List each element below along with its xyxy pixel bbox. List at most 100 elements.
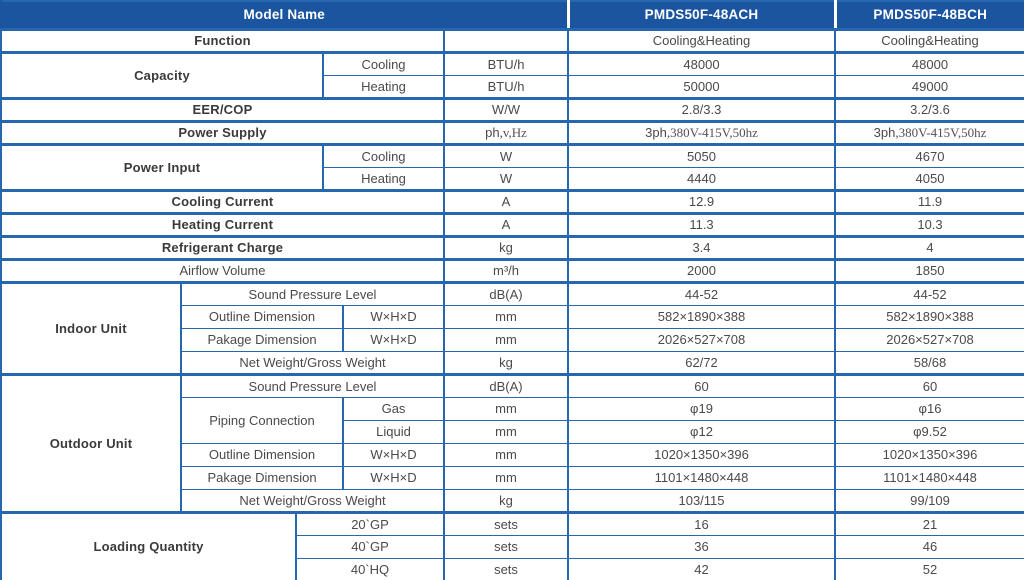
power-input-heating-label: Heating <box>322 167 445 192</box>
piping-liquid-unit: mm <box>443 420 569 444</box>
refrigerant-charge-value-b: 4 <box>834 236 1024 261</box>
outdoor-sound-pressure-row: Outdoor Unit Sound Pressure Level dB(A) … <box>0 374 1024 514</box>
airflow-volume-unit: m³/h <box>443 259 569 284</box>
piping-liquid-value-a: φ12 <box>567 420 836 444</box>
power-supply-value-a-serif: ,380V-415V,50hz <box>666 124 758 140</box>
capacity-cooling-value-b: 48000 <box>834 52 1024 76</box>
outdoor-outline-dimension-sub: W×H×D <box>342 443 445 467</box>
indoor-pakage-dimension-sub: W×H×D <box>342 328 445 352</box>
indoor-sound-pressure-row: Indoor Unit Sound Pressure Level dB(A) 4… <box>0 282 1024 376</box>
indoor-net-weight-value-b: 58/68 <box>834 351 1024 376</box>
piping-liquid-label: Liquid <box>342 420 445 444</box>
loading-20gp-value-b: 21 <box>834 512 1024 536</box>
function-value-b: Cooling&Heating <box>834 29 1024 54</box>
piping-gas-label: Gas <box>342 397 445 421</box>
outdoor-outline-dimension-value-a: 1020×1350×396 <box>567 443 836 467</box>
eer-cop-row: EER/COP W/W 2.8/3.3 3.2/3.6 <box>0 98 1024 123</box>
airflow-volume-label: Airflow Volume <box>0 259 445 284</box>
capacity-cooling-value-a: 48000 <box>567 52 836 76</box>
outdoor-net-weight-value-b: 99/109 <box>834 489 1024 514</box>
heating-current-label: Heating Current <box>0 213 445 238</box>
piping-gas-value-b: φ16 <box>834 397 1024 421</box>
indoor-pakage-dimension-value-b: 2026×527×708 <box>834 328 1024 352</box>
loading-20gp-label: 20`GP <box>295 512 445 536</box>
piping-liquid-value-b: φ9.52 <box>834 420 1024 444</box>
loading-20gp-value-a: 16 <box>567 512 836 536</box>
indoor-outline-dimension-value-a: 582×1890×388 <box>567 305 836 329</box>
eer-cop-value-a: 2.8/3.3 <box>567 98 836 123</box>
power-input-heating-row: Heating W 4440 4050 <box>1 167 1024 192</box>
indoor-outline-dimension-sub: W×H×D <box>342 305 445 329</box>
heating-current-row: Heating Current A 11.3 10.3 <box>0 213 1024 238</box>
refrigerant-charge-unit: kg <box>443 236 569 261</box>
loading-20gp-row: Loading Quantity 20`GP sets 16 21 <box>0 512 1024 580</box>
power-supply-unit-sans: ph <box>485 124 500 140</box>
refrigerant-charge-value-a: 3.4 <box>567 236 836 261</box>
outdoor-pakage-dimension-unit: mm <box>443 466 569 490</box>
outdoor-pakage-dimension-value-b: 1101×1480×448 <box>834 466 1024 490</box>
loading-20gp-unit: sets <box>443 512 569 536</box>
power-input-cooling-label: Cooling <box>322 144 445 168</box>
piping-gas-value-a: φ19 <box>567 397 836 421</box>
power-supply-unit: ph,v,Hz <box>443 121 569 146</box>
power-supply-value-b-serif: ,380V-415V,50hz <box>895 124 987 140</box>
power-input-label: Power Input <box>0 144 324 192</box>
outdoor-net-weight-label: Net Weight/Gross Weight <box>180 489 445 514</box>
indoor-sound-pressure-value-a: 44-52 <box>567 282 836 306</box>
airflow-volume-value-a: 2000 <box>567 259 836 284</box>
cooling-current-label: Cooling Current <box>0 190 445 215</box>
outdoor-sound-pressure-value-a: 60 <box>567 374 836 398</box>
indoor-pakage-dimension-value-a: 2026×527×708 <box>567 328 836 352</box>
indoor-outline-dimension-label: Outline Dimension <box>180 305 344 329</box>
loading-40hq-label: 40`HQ <box>295 558 445 580</box>
piping-gas-row: Piping Connection Gas mm φ19 φ16 <box>1 397 1024 444</box>
outdoor-pakage-dimension-row: Pakage Dimension W×H×D mm 1101×1480×448 … <box>1 466 1024 490</box>
indoor-net-weight-value-a: 62/72 <box>567 351 836 376</box>
capacity-heating-value-a: 50000 <box>567 75 836 100</box>
table-header-row: Model Name PMDS50F-48ACH PMDS50F-48BCH <box>0 1 1024 31</box>
capacity-heating-row: Heating BTU/h 50000 49000 <box>1 75 1024 100</box>
power-input-cooling-value-a: 5050 <box>567 144 836 168</box>
cooling-current-unit: A <box>443 190 569 215</box>
piping-liquid-row: Liquid mm φ12 φ9.52 <box>1 420 1024 444</box>
outdoor-outline-dimension-unit: mm <box>443 443 569 467</box>
power-input-cooling-value-b: 4670 <box>834 144 1024 168</box>
loading-40gp-label: 40`GP <box>295 535 445 559</box>
power-supply-label: Power Supply <box>0 121 445 146</box>
power-supply-value-b: 3ph,380V-415V,50hz <box>834 121 1024 146</box>
model-b-header: PMDS50F-48BCH <box>833 1 1024 31</box>
cooling-current-row: Cooling Current A 12.9 11.9 <box>0 190 1024 215</box>
cooling-current-value-b: 11.9 <box>834 190 1024 215</box>
outdoor-outline-dimension-row: Outline Dimension W×H×D mm 1020×1350×396… <box>1 443 1024 467</box>
indoor-net-weight-unit: kg <box>443 351 569 376</box>
cooling-current-value-a: 12.9 <box>567 190 836 215</box>
function-value-a: Cooling&Heating <box>567 29 836 54</box>
outdoor-sound-pressure-unit: dB(A) <box>443 374 569 398</box>
model-name-header: Model Name <box>0 1 570 31</box>
outdoor-net-weight-unit: kg <box>443 489 569 514</box>
refrigerant-charge-label: Refrigerant Charge <box>0 236 445 261</box>
power-supply-value-a: 3ph,380V-415V,50hz <box>567 121 836 146</box>
loading-40hq-row: 40`HQ sets 42 52 <box>1 558 1024 580</box>
power-input-heating-unit: W <box>443 167 569 192</box>
indoor-net-weight-row: Net Weight/Gross Weight kg 62/72 58/68 <box>1 351 1024 376</box>
power-input-heating-value-a: 4440 <box>567 167 836 192</box>
indoor-outline-dimension-row: Outline Dimension W×H×D mm 582×1890×388 … <box>1 305 1024 329</box>
capacity-cooling-row: Capacity Cooling BTU/h 48000 48000 <box>0 52 1024 100</box>
power-supply-value-b-sans: 3ph <box>873 124 896 140</box>
indoor-pakage-dimension-label: Pakage Dimension <box>180 328 344 352</box>
airflow-volume-value-b: 1850 <box>834 259 1024 284</box>
outdoor-pakage-dimension-sub: W×H×D <box>342 466 445 490</box>
power-input-cooling-row: Power Input Cooling W 5050 4670 <box>0 144 1024 192</box>
piping-connection-label: Piping Connection <box>180 397 344 444</box>
indoor-unit-label: Indoor Unit <box>0 282 182 376</box>
airflow-volume-row: Airflow Volume m³/h 2000 1850 <box>0 259 1024 284</box>
outdoor-unit-label: Outdoor Unit <box>0 374 182 514</box>
function-label: Function <box>0 29 445 54</box>
capacity-heating-value-b: 49000 <box>834 75 1024 100</box>
capacity-cooling-unit: BTU/h <box>443 52 569 76</box>
heating-current-value-b: 10.3 <box>834 213 1024 238</box>
refrigerant-charge-row: Refrigerant Charge kg 3.4 4 <box>0 236 1024 261</box>
loading-40gp-row: 40`GP sets 36 46 <box>1 535 1024 559</box>
